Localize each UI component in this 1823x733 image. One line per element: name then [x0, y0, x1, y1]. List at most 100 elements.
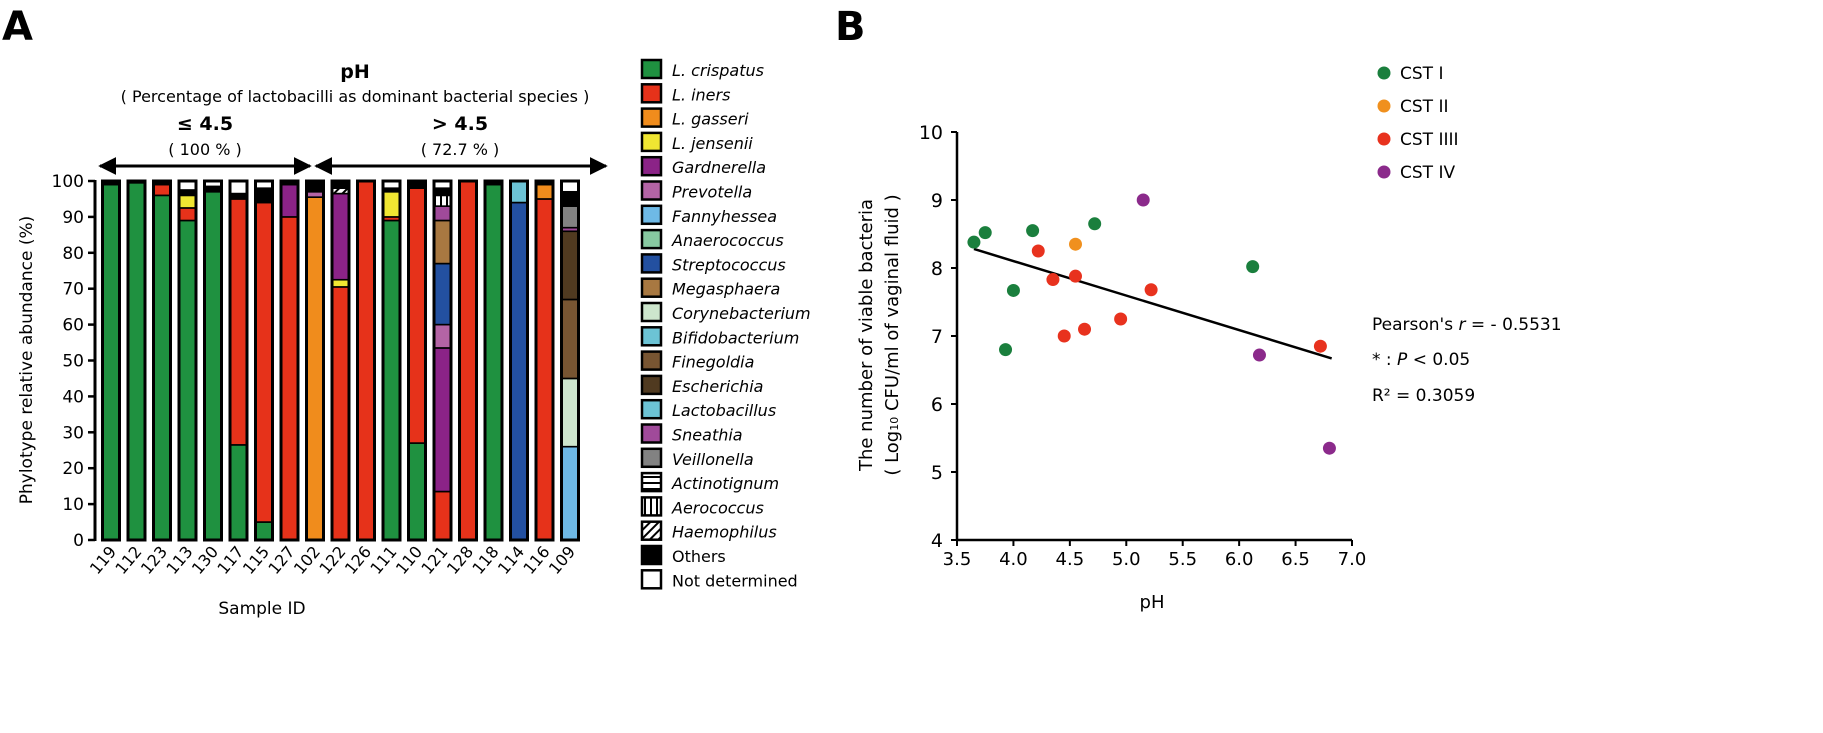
p-value-stat: * : P < 0.05	[1372, 350, 1470, 370]
y-tick-label: 20	[62, 459, 84, 479]
legend-marker	[1377, 99, 1391, 113]
chart-b-ylabel: The number of viable bacteria	[856, 199, 877, 472]
legend-swatch	[640, 326, 663, 347]
legend-label: Bifidobacterium	[672, 328, 799, 347]
y-tick-label: 5	[931, 462, 943, 484]
bar-outline	[381, 179, 402, 542]
data-point	[1026, 224, 1040, 238]
legend-label: CST II	[1400, 97, 1448, 117]
bar-outline	[305, 179, 325, 542]
bar-segment-notdetermined	[560, 180, 580, 193]
bar-segment-others	[178, 189, 197, 197]
data-point	[1069, 269, 1082, 283]
data-point	[1246, 260, 1260, 274]
legend-marker	[1377, 165, 1391, 179]
y-tick-label: 8	[931, 258, 943, 280]
bar-segment-crispatus	[203, 190, 223, 541]
bar-segment-aerococcus	[433, 194, 452, 207]
legend-label: Lactobacillus	[672, 401, 776, 420]
bar-outline	[483, 179, 504, 542]
data-point	[1006, 283, 1020, 297]
x-tick-label: 5.5	[1168, 549, 1197, 570]
chart-a-subtitle: ( Percentage of lactobacilli as dominant…	[121, 87, 590, 106]
y-tick-label: 40	[62, 387, 84, 407]
bar-segment-veillonella	[560, 205, 580, 229]
data-point	[978, 226, 992, 240]
x-tick-label: 3.5	[943, 549, 972, 570]
legend-swatch	[640, 447, 663, 469]
data-point	[1322, 441, 1336, 455]
legend-label: Sneathia	[672, 426, 743, 445]
legend-item-actinotignum: Actinotignum	[640, 471, 779, 493]
bar-segment-crispatus	[254, 521, 274, 541]
chart-a-ylabel: Phylotype relative abundance (%)	[17, 216, 37, 505]
data-point	[1057, 329, 1071, 343]
chart-a-xlabel: Sample ID	[218, 599, 305, 619]
bar-outline	[228, 179, 249, 542]
y-tick-label: 10	[62, 495, 84, 515]
bar-109	[560, 179, 580, 542]
bar-segment-jensenii	[331, 278, 350, 288]
bar-114	[509, 179, 529, 542]
bar-outline	[534, 179, 555, 542]
bar-segment-iners	[178, 207, 197, 222]
y-tick-label: 0	[73, 531, 84, 551]
legend-item-gasseri: L. gasseri	[640, 107, 749, 129]
legend-label: Haemophilus	[672, 523, 777, 542]
legend-item-lactobacillus: Lactobacillus	[640, 398, 776, 420]
legend-label: Actinotignum	[671, 474, 779, 493]
legend-marker	[1377, 132, 1391, 146]
legend-label: Prevotella	[672, 183, 752, 202]
legend-marker	[1377, 66, 1391, 80]
legend-label: L. crispatus	[672, 61, 764, 80]
bar-segment-escherichia	[560, 230, 580, 301]
y-tick-label: 7	[931, 326, 943, 348]
trend-line	[973, 247, 1333, 360]
bar-outline	[101, 179, 121, 542]
bar-122	[330, 179, 351, 542]
bar-outline	[458, 179, 478, 542]
chart-a-title: pH	[340, 61, 370, 83]
y-tick-label: 6	[931, 394, 943, 416]
bar-segment-notdetermined	[229, 180, 248, 195]
legend-item-others: Others	[640, 544, 726, 566]
bar-segment-sneathia	[433, 205, 452, 222]
bar-118	[483, 179, 504, 542]
bar-segment-crispatus	[152, 194, 172, 541]
bar-segment-iners	[535, 198, 554, 541]
bar-117	[228, 179, 249, 542]
bar-segment-prevotella	[305, 190, 325, 198]
bar-segment-crispatus	[407, 442, 427, 541]
legend-label: Corynebacterium	[672, 304, 811, 323]
legend-swatch	[640, 58, 663, 80]
bar-segment-crispatus	[178, 219, 197, 541]
data-point	[1114, 312, 1128, 326]
legend-label: L. jensenii	[672, 134, 753, 153]
legend-item-cst: CST I	[1377, 64, 1443, 84]
y-tick-label: 9	[931, 190, 943, 212]
bar-123	[152, 179, 172, 542]
bar-segment-iners	[254, 201, 274, 523]
legend-swatch	[640, 569, 663, 590]
legend-swatch	[640, 398, 663, 420]
bar-segment-others	[433, 187, 452, 197]
bar-segment-iners	[356, 180, 376, 541]
legend-item-anaerococcus: Anaerococcus	[640, 228, 784, 250]
legend-item-corynebacterium: Corynebacterium	[640, 301, 811, 323]
x-tick-label: 7.0	[1338, 549, 1367, 570]
legend-swatch	[640, 544, 663, 566]
legend-item-prevotella: Prevotella	[640, 180, 752, 202]
data-point	[1088, 217, 1102, 231]
legend-swatch	[640, 374, 663, 396]
scatter-chart: 4 5 6 7 8 9 10 3.5 4.0 4.5 5.0 5.5 6.0 6.5 7.0	[919, 122, 1367, 570]
bar-segment-iners	[280, 216, 299, 541]
bar-segment-prevotella	[433, 323, 452, 349]
bar-segment-crispatus	[382, 219, 401, 541]
bar-segment-crispatus	[127, 181, 146, 541]
legend-item-jensenii: L. jensenii	[640, 131, 753, 153]
bar-segment-jensenii	[178, 194, 197, 209]
legend-item-megasphaera: Megasphaera	[640, 277, 780, 299]
bar-segment-gasseri	[305, 196, 325, 541]
legend-swatch	[640, 204, 663, 226]
